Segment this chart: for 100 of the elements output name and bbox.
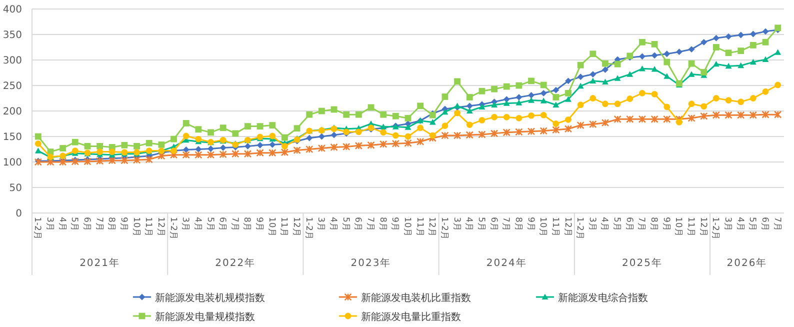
point bbox=[725, 33, 732, 40]
x-tick-label: 6月 bbox=[217, 217, 228, 232]
y-tick-label: 50 bbox=[9, 183, 22, 194]
x-tick-label: 4月 bbox=[464, 217, 474, 232]
x-tick-label: 9月 bbox=[660, 217, 671, 232]
x-tick-label: 1-2月 bbox=[168, 217, 178, 240]
x-tick-label: 1-2月 bbox=[574, 217, 585, 240]
text: 2026年 bbox=[726, 257, 768, 269]
x-tick-label: 8月 bbox=[106, 217, 116, 232]
legend-label: 新能源发电量规模指数 bbox=[155, 311, 255, 323]
point bbox=[602, 66, 608, 73]
x-tick-label: 3月 bbox=[180, 217, 190, 232]
x-tick-label: 10月 bbox=[673, 217, 684, 237]
x-tick-label: 8月 bbox=[512, 217, 523, 232]
x-tick-label: 11月 bbox=[550, 217, 560, 237]
point bbox=[306, 134, 313, 142]
legend-label: 新能源发电装机规模指数 bbox=[155, 292, 265, 304]
point bbox=[466, 102, 473, 110]
legend-label: 新能源发电量比重指数 bbox=[361, 311, 461, 323]
y-tick-label: 300 bbox=[2, 56, 22, 66]
text: 2025年 bbox=[622, 257, 662, 269]
x-tick-label: 6月 bbox=[81, 217, 92, 232]
x-tick-label: 9月 bbox=[525, 217, 536, 232]
x-tick-label: 10月 bbox=[402, 217, 412, 237]
x-tick-label: 1-2月 bbox=[303, 217, 314, 240]
x-tick-label: 9月 bbox=[390, 217, 400, 232]
x-tick-label: 12月 bbox=[562, 217, 572, 237]
y-tick-label: 350 bbox=[2, 30, 22, 41]
point bbox=[762, 28, 769, 35]
legend-label: 新能源发电综合指数 bbox=[558, 292, 648, 304]
point bbox=[565, 78, 572, 84]
point bbox=[552, 86, 560, 94]
x-tick-label: 3月 bbox=[722, 217, 733, 232]
point bbox=[738, 32, 744, 38]
x-tick-label: 6月 bbox=[488, 217, 498, 232]
x-tick-label: 3月 bbox=[316, 217, 326, 232]
x-tick-label: 9月 bbox=[118, 217, 128, 232]
x-tick-label: 9月 bbox=[254, 217, 264, 232]
x-tick-label: 10月 bbox=[266, 217, 276, 237]
y-tick-label: 150 bbox=[2, 132, 22, 143]
x-tick-label: 12月 bbox=[698, 217, 708, 237]
point bbox=[676, 48, 682, 56]
y-tick-label: 100 bbox=[2, 158, 22, 168]
x-tick-label: 6月 bbox=[352, 217, 363, 232]
x-tick-label: 12月 bbox=[426, 217, 437, 237]
x-tick-label: 1-2月 bbox=[710, 217, 720, 240]
y-tick-label: 400 bbox=[2, 4, 22, 16]
y-tick-label: 250 bbox=[2, 81, 22, 92]
x-tick-label: 7月 bbox=[500, 217, 511, 232]
point bbox=[577, 74, 584, 80]
point bbox=[503, 96, 510, 102]
point bbox=[639, 53, 646, 60]
x-tick-label: 3月 bbox=[44, 217, 54, 232]
x-tick-label: 11月 bbox=[414, 217, 424, 237]
x-tick-label: 11月 bbox=[278, 217, 289, 237]
x-tick-label: 1-2月 bbox=[438, 217, 449, 240]
x-tick-label: 5月 bbox=[747, 217, 758, 232]
point bbox=[528, 92, 534, 98]
x-tick-label: 7月 bbox=[94, 217, 104, 232]
text: 2024年 bbox=[486, 257, 527, 269]
x-tick-label: 5月 bbox=[340, 217, 350, 232]
text: 2022年 bbox=[215, 257, 256, 269]
x-tick-label: 7月 bbox=[772, 217, 782, 232]
x-tick-label: 12月 bbox=[291, 217, 302, 237]
x-tick-label: 3月 bbox=[451, 217, 462, 232]
point bbox=[182, 146, 190, 153]
point bbox=[244, 142, 251, 150]
x-tick-label: 3月 bbox=[586, 217, 597, 232]
point bbox=[220, 144, 226, 151]
x-tick-label: 5月 bbox=[612, 217, 622, 232]
x-tick-label: 8月 bbox=[648, 217, 659, 232]
x-tick-label: 11月 bbox=[686, 217, 696, 237]
point bbox=[712, 34, 720, 42]
x-tick-label: 8月 bbox=[242, 217, 252, 232]
x-tick-label: 10月 bbox=[130, 217, 141, 237]
x-tick-label: 12月 bbox=[155, 217, 166, 237]
x-tick-label: 5月 bbox=[204, 217, 215, 232]
point bbox=[195, 146, 202, 152]
x-tick-label: 6月 bbox=[624, 217, 634, 232]
point bbox=[269, 141, 276, 148]
point bbox=[688, 46, 695, 52]
text: 2021年 bbox=[80, 257, 120, 269]
point bbox=[651, 52, 658, 59]
x-tick-label: 4月 bbox=[734, 217, 745, 232]
point bbox=[700, 38, 708, 46]
x-tick-label: 4月 bbox=[192, 217, 202, 232]
point bbox=[540, 90, 547, 96]
x-tick-label: 1-2月 bbox=[32, 217, 42, 240]
x-tick-label: 7月 bbox=[365, 217, 376, 232]
x-tick-label: 4月 bbox=[328, 217, 338, 232]
y-tick-label: 0 bbox=[16, 208, 22, 220]
x-tick-label: 4月 bbox=[56, 217, 67, 232]
y-tick-label: 200 bbox=[2, 106, 22, 118]
point bbox=[330, 132, 338, 138]
point bbox=[590, 71, 596, 78]
point bbox=[208, 146, 214, 152]
x-tick-label: 10月 bbox=[538, 217, 548, 237]
point bbox=[516, 94, 522, 100]
x-tick-label: 7月 bbox=[636, 217, 646, 232]
text: 2023年 bbox=[350, 257, 392, 269]
